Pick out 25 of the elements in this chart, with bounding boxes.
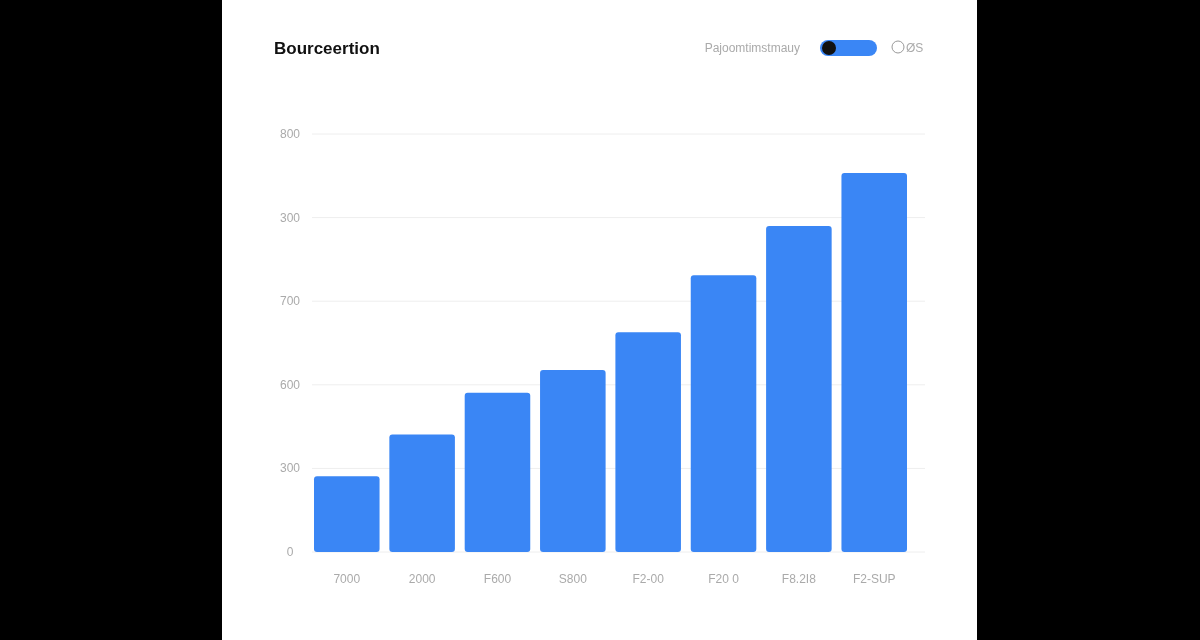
bar [690,275,757,552]
x-tick-label: F600 [483,572,512,586]
chart-title: Bourceertion [274,39,380,58]
x-tick-label: F8.2I8 [781,572,817,586]
bar [766,226,832,552]
bar [389,434,455,552]
text: Pajoomtimstmauy [704,41,800,55]
text: 600 [279,377,301,392]
bar [841,173,907,552]
x-tick-label: F20 0 [708,572,740,586]
text: 300 [279,461,301,476]
x-tick-label: F2-00 [632,572,665,586]
bar [464,392,531,552]
bar [615,332,681,552]
x-tick-label: F2-SUP [852,572,896,586]
bar [540,370,606,552]
bar [314,476,380,552]
text: ØS [906,41,924,55]
text: 700 [279,294,301,309]
text: 0 [286,545,294,559]
x-tick-label: 2000 [408,572,436,586]
text: 800 [279,127,301,141]
x-tick-label: S800 [558,572,588,586]
text: 300 [279,210,301,225]
x-tick-label: 7000 [333,572,361,586]
